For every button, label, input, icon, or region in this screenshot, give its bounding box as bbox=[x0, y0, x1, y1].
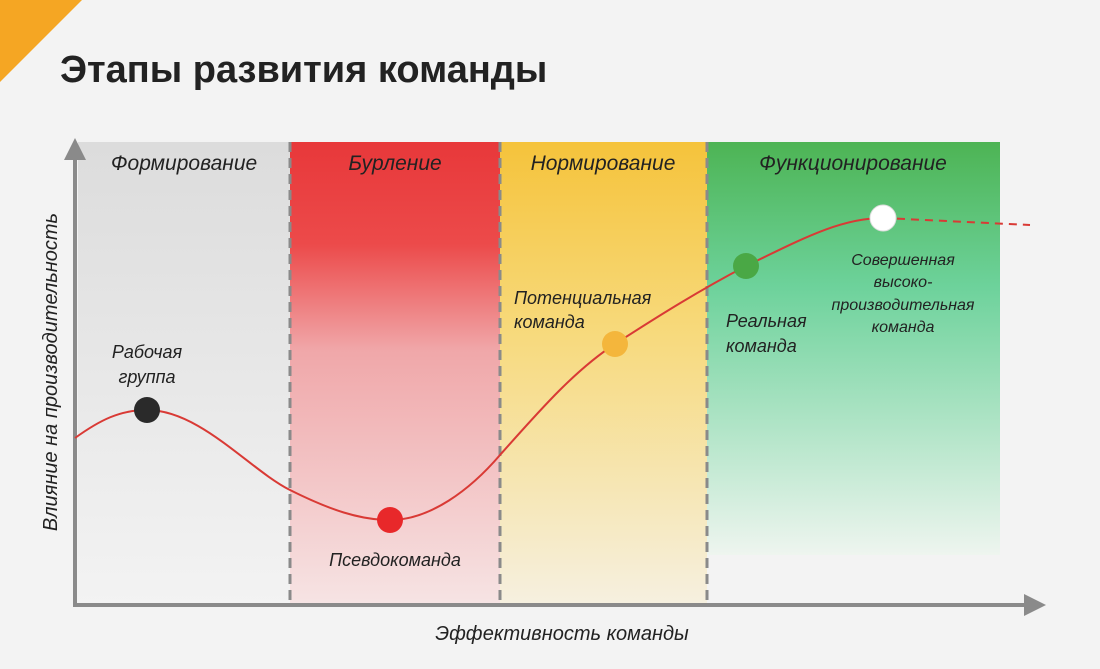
stage-label: Нормирование bbox=[531, 152, 676, 175]
stage-points bbox=[134, 204, 897, 533]
axes bbox=[64, 138, 1046, 616]
title: Этапы развития команды bbox=[60, 49, 547, 91]
point bbox=[134, 397, 160, 423]
y-axis-label: Влияние на производительность bbox=[40, 213, 62, 531]
stage-band bbox=[707, 142, 1000, 555]
stage-label: Функционирование bbox=[759, 152, 947, 175]
point-label: Псевдокоманда bbox=[329, 550, 461, 570]
x-axis-label: Эффективность команды bbox=[435, 623, 689, 645]
point-label: Совершенная bbox=[851, 252, 955, 269]
point-label: Рабочая bbox=[112, 342, 183, 362]
stage-label: Формирование bbox=[111, 152, 257, 175]
point-label: производительная bbox=[832, 297, 975, 314]
point-label: Потенциальная bbox=[514, 288, 652, 308]
corner-accent bbox=[0, 0, 82, 82]
development-curve-extension bbox=[882, 217, 1031, 226]
stage-dividers bbox=[288, 142, 709, 603]
point-label: команда bbox=[514, 312, 585, 332]
point-label: высоко- bbox=[874, 274, 933, 291]
point-label: команда bbox=[872, 319, 935, 336]
point-label: команда bbox=[726, 336, 797, 356]
point bbox=[869, 204, 897, 232]
point bbox=[377, 507, 403, 533]
stage-label: Бурление bbox=[348, 152, 441, 175]
point bbox=[602, 331, 628, 357]
point bbox=[733, 253, 759, 279]
point-label: группа bbox=[118, 367, 175, 387]
stage-band bbox=[290, 142, 500, 605]
stage-band bbox=[500, 142, 707, 605]
stage-band bbox=[78, 142, 290, 605]
point-label: Реальная bbox=[726, 311, 807, 331]
